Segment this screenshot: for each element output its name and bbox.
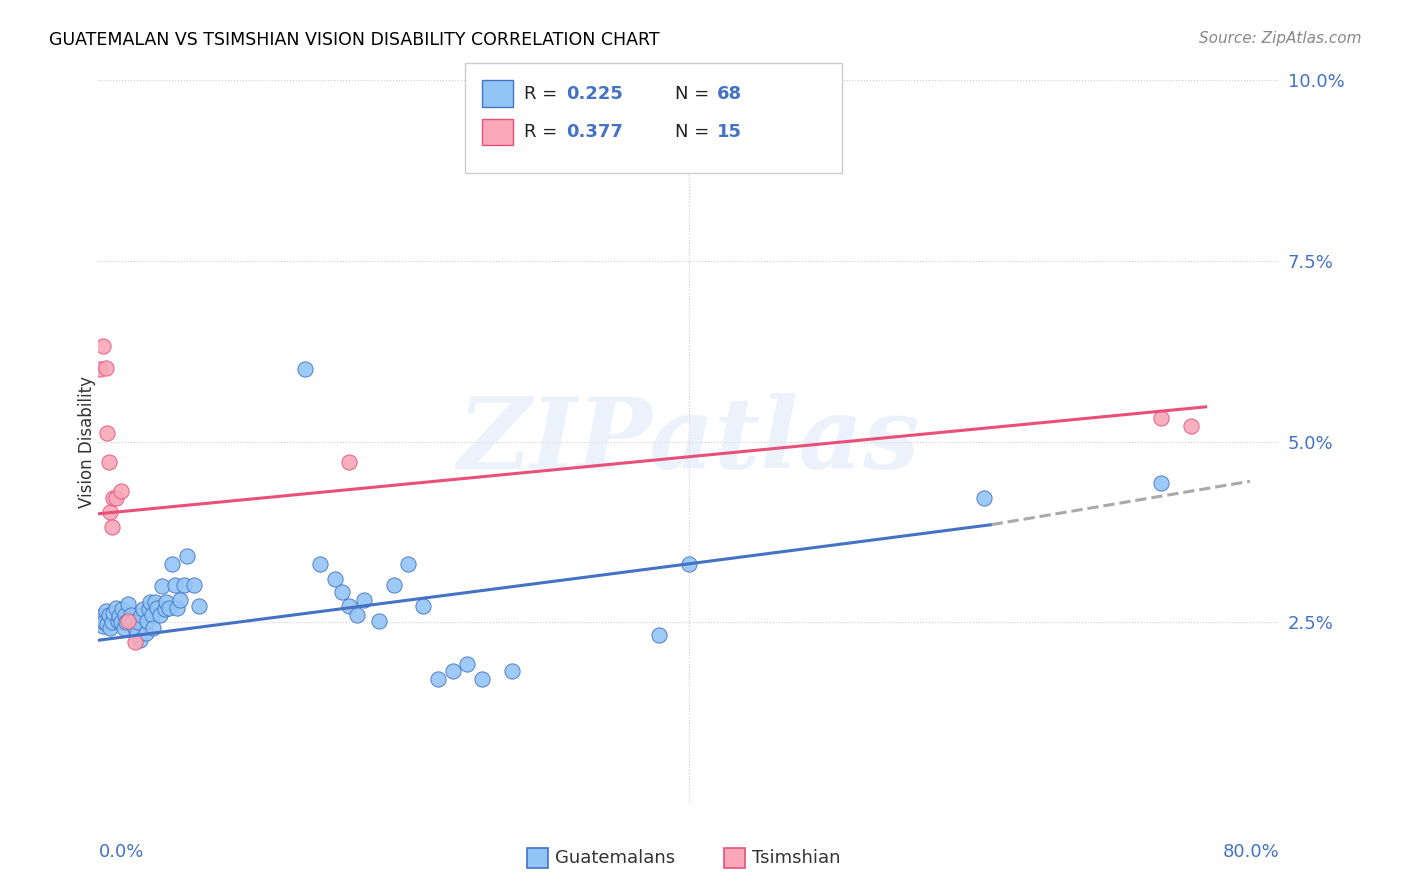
Point: [166, 600, 188, 615]
Text: Source: ZipAtlas.com: Source: ZipAtlas.com: [1198, 31, 1361, 46]
Point: [94, 604, 117, 618]
Point: [427, 672, 450, 686]
Point: [309, 558, 332, 572]
Point: [124, 621, 146, 635]
Point: [648, 628, 671, 642]
Point: [93, 615, 115, 630]
Point: [96, 616, 118, 631]
Text: ZIPatlas: ZIPatlas: [458, 393, 920, 490]
Point: [97, 455, 120, 469]
Text: 15: 15: [717, 123, 742, 141]
Point: [146, 600, 169, 615]
Point: [112, 621, 135, 635]
Point: [103, 607, 125, 621]
Point: [294, 362, 316, 376]
Point: [162, 558, 183, 572]
Point: [678, 558, 700, 572]
Text: GUATEMALAN VS TSIMSHIAN VISION DISABILITY CORRELATION CHART: GUATEMALAN VS TSIMSHIAN VISION DISABILIT…: [49, 31, 659, 49]
Point: [173, 577, 195, 591]
Point: [136, 614, 159, 628]
Point: [183, 577, 205, 591]
Point: [1150, 476, 1173, 491]
Point: [169, 593, 191, 607]
Point: [187, 599, 209, 614]
Point: [139, 595, 162, 609]
Point: [105, 600, 128, 615]
Point: [125, 626, 148, 640]
Point: [90, 609, 112, 624]
Point: [97, 607, 120, 622]
Point: [129, 607, 152, 622]
Point: [135, 626, 157, 640]
Text: 0.225: 0.225: [567, 85, 623, 103]
Point: [323, 572, 346, 586]
Text: R =: R =: [524, 85, 564, 103]
Point: [127, 615, 149, 630]
Point: [105, 491, 128, 505]
Point: [132, 602, 155, 616]
Point: [155, 595, 177, 609]
Point: [96, 425, 118, 440]
Point: [501, 665, 523, 679]
Point: [115, 615, 138, 630]
Point: [1180, 418, 1202, 433]
Point: [441, 665, 464, 679]
Point: [368, 614, 391, 628]
Point: [91, 619, 114, 633]
Text: 68: 68: [717, 85, 742, 103]
Text: R =: R =: [524, 123, 564, 141]
Point: [398, 558, 420, 572]
Point: [149, 607, 172, 622]
Point: [339, 599, 361, 614]
Point: [471, 672, 494, 686]
Point: [94, 360, 117, 375]
Point: [103, 491, 125, 505]
Point: [128, 633, 150, 648]
Point: [91, 339, 114, 353]
Point: [142, 621, 165, 635]
Point: [157, 600, 180, 615]
Point: [111, 602, 134, 616]
Text: Tsimshian: Tsimshian: [752, 849, 841, 867]
Point: [117, 597, 139, 611]
Point: [141, 607, 163, 622]
Point: [114, 607, 136, 622]
Point: [89, 614, 111, 628]
Point: [176, 549, 198, 563]
Point: [98, 505, 121, 519]
Text: Guatemalans: Guatemalans: [555, 849, 675, 867]
Point: [1150, 411, 1173, 425]
Point: [108, 609, 131, 624]
Text: 0.0%: 0.0%: [98, 843, 143, 861]
Point: [107, 614, 129, 628]
Point: [110, 483, 132, 498]
Point: [120, 607, 142, 622]
Point: [339, 455, 361, 469]
Point: [412, 599, 434, 614]
Point: [100, 520, 122, 534]
Point: [382, 577, 405, 591]
Point: [973, 491, 995, 505]
Point: [117, 614, 139, 628]
Point: [121, 615, 143, 630]
Point: [153, 602, 176, 616]
Text: 0.377: 0.377: [567, 123, 623, 141]
Point: [143, 595, 166, 609]
Point: [110, 615, 132, 630]
Text: N =: N =: [675, 123, 714, 141]
Point: [330, 584, 353, 599]
Point: [89, 362, 111, 376]
Point: [100, 615, 122, 630]
Point: [98, 621, 121, 635]
Point: [346, 607, 368, 622]
Point: [150, 579, 173, 593]
Point: [165, 577, 187, 591]
Point: [457, 657, 479, 671]
Y-axis label: Vision Disability: Vision Disability: [79, 376, 96, 508]
Text: 80.0%: 80.0%: [1223, 843, 1279, 861]
Point: [353, 593, 375, 607]
Text: N =: N =: [675, 85, 714, 103]
Point: [138, 602, 160, 616]
Point: [124, 635, 146, 649]
